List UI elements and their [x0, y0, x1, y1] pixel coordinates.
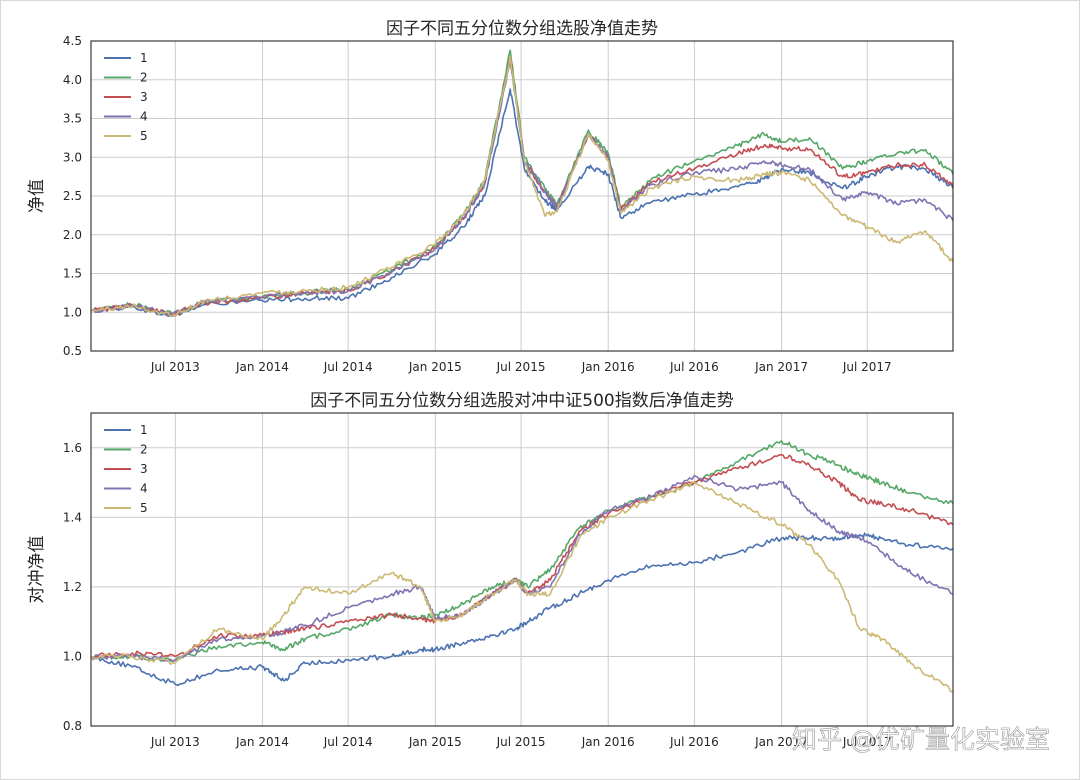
x-tick-label: Jan 2015 [408, 360, 462, 374]
legend-label-5: 5 [140, 129, 148, 143]
chart-title: 因子不同五分位数分组选股净值走势 [386, 19, 658, 39]
y-tick-label: 3.5 [63, 112, 82, 126]
y-tick-label: 1.0 [63, 305, 82, 319]
legend-label-1: 1 [140, 51, 148, 65]
x-tick-label: Jul 2016 [669, 735, 719, 749]
legend-label-4: 4 [140, 482, 148, 496]
y-tick-label: 2.5 [63, 189, 82, 203]
series-line-2 [90, 49, 954, 315]
x-tick-label: Jan 2015 [408, 735, 462, 749]
legend-label-5: 5 [140, 501, 148, 515]
legend-label-3: 3 [140, 462, 148, 476]
series-line-3 [90, 453, 954, 660]
y-tick-label: 0.8 [63, 719, 82, 733]
watermark-text: 知乎 @优矿量化实验室 [792, 725, 1050, 754]
x-tick-label: Jul 2016 [669, 360, 719, 374]
legend-label-1: 1 [140, 423, 148, 437]
legend-label-2: 2 [140, 443, 148, 457]
x-tick-label: Jan 2017 [754, 360, 808, 374]
legend-label-2: 2 [140, 71, 148, 85]
y-axis-label: 净值 [27, 179, 47, 213]
series-line-1 [90, 532, 954, 687]
series-line-5 [90, 480, 954, 693]
series-line-2 [90, 439, 954, 662]
x-tick-label: Jan 2016 [581, 360, 635, 374]
y-tick-label: 2.0 [63, 228, 82, 242]
y-tick-label: 0.5 [63, 344, 82, 358]
x-tick-label: Jul 2015 [496, 360, 546, 374]
y-tick-label: 1.2 [63, 580, 82, 594]
y-tick-label: 1.6 [63, 441, 82, 455]
x-tick-label: Jul 2013 [150, 735, 200, 749]
legend-label-3: 3 [140, 90, 148, 104]
y-axis-label: 对冲净值 [27, 536, 47, 604]
series-line-3 [90, 55, 954, 317]
x-tick-label: Jul 2014 [323, 735, 373, 749]
series-line-4 [90, 59, 954, 317]
legend-label-4: 4 [140, 110, 148, 124]
x-tick-label: Jan 2017 [754, 735, 808, 749]
series-line-5 [90, 55, 954, 318]
axes-frame [90, 412, 954, 727]
x-tick-label: Jul 2014 [323, 360, 373, 374]
x-tick-label: Jan 2014 [235, 360, 289, 374]
y-tick-label: 4.0 [63, 73, 82, 87]
x-tick-label: Jul 2017 [842, 360, 892, 374]
y-tick-label: 1.0 [63, 649, 82, 663]
x-tick-label: Jul 2013 [150, 360, 200, 374]
series-line-1 [90, 88, 954, 318]
y-tick-label: 3.0 [63, 150, 82, 164]
x-tick-label: Jul 2017 [842, 735, 892, 749]
y-tick-label: 1.4 [63, 510, 82, 524]
y-tick-label: 4.5 [63, 34, 82, 48]
x-tick-label: Jul 2015 [496, 735, 546, 749]
x-tick-label: Jan 2016 [581, 735, 635, 749]
chart-title: 因子不同五分位数分组选股对冲中证500指数后净值走势 [310, 391, 733, 411]
y-tick-label: 1.5 [63, 267, 82, 281]
x-tick-label: Jan 2014 [235, 735, 289, 749]
axes-frame [90, 40, 954, 352]
